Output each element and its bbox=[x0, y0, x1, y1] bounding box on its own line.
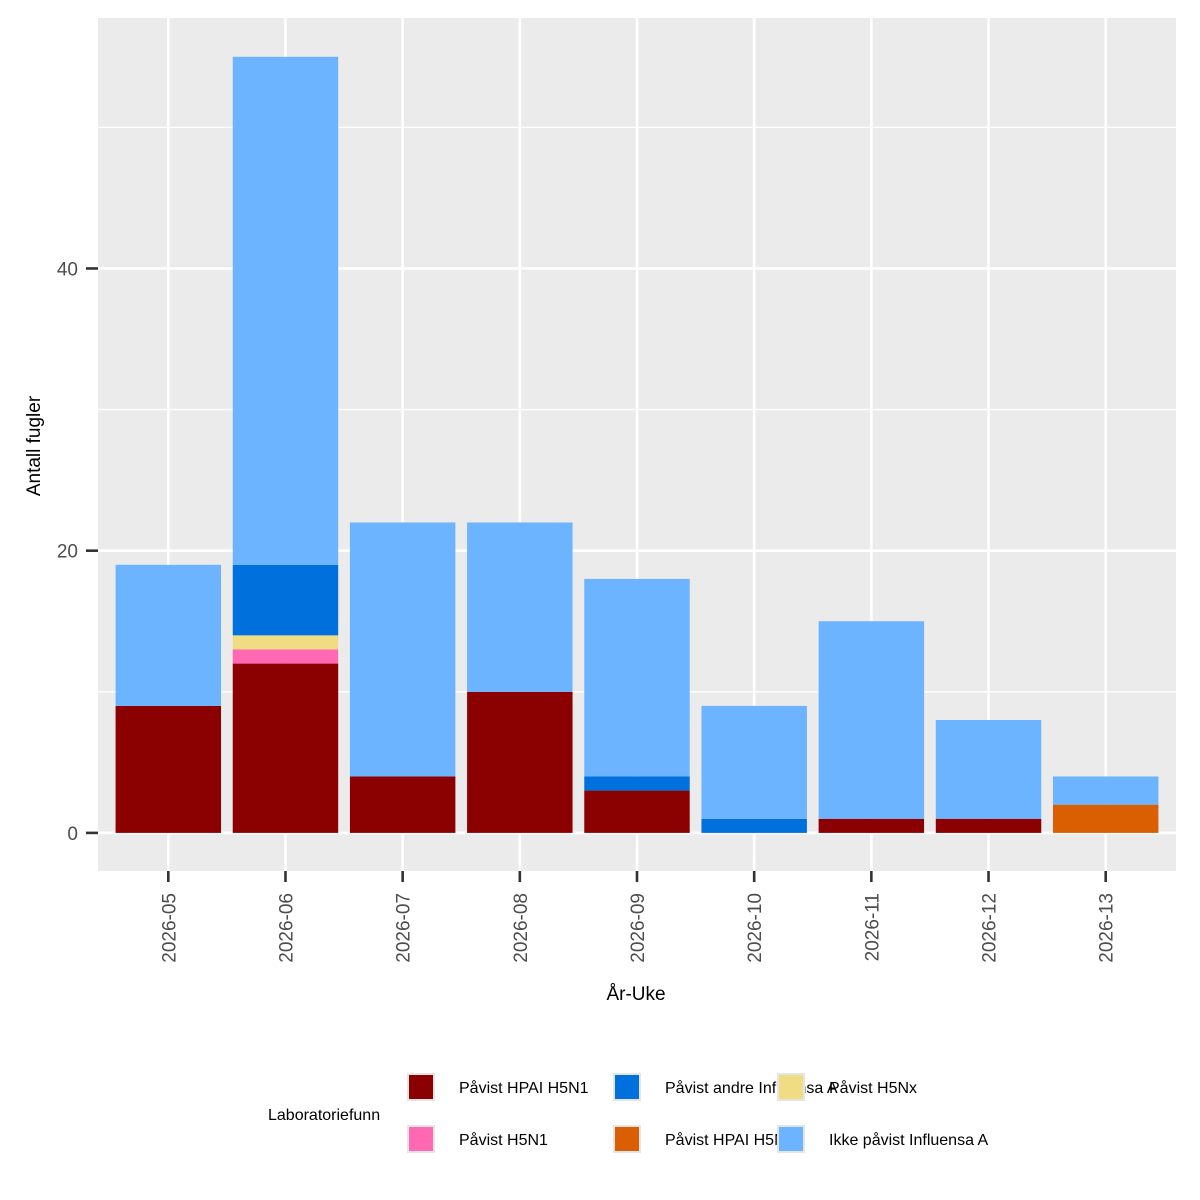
x-tick-label: 2026-12 bbox=[980, 893, 1001, 963]
x-tick-label: 2026-11 bbox=[862, 893, 883, 961]
legend-label: Påvist H5N1 bbox=[459, 1131, 548, 1149]
legend-key bbox=[777, 1073, 805, 1101]
legend-key bbox=[407, 1125, 435, 1153]
bar-segment bbox=[467, 691, 573, 833]
bar-segment bbox=[584, 776, 690, 791]
bar-segment bbox=[701, 705, 807, 819]
legend-label: Påvist HPAI H5Nx bbox=[665, 1131, 794, 1149]
bar-segment bbox=[115, 564, 222, 706]
legend-label: Påvist HPAI H5N1 bbox=[459, 1079, 589, 1097]
x-tick-label: 2026-10 bbox=[745, 893, 766, 963]
y-axis-title: Antall fugler bbox=[24, 395, 45, 496]
bar-segment bbox=[467, 522, 573, 692]
legend-label: Ikke påvist Influensa A bbox=[829, 1131, 989, 1149]
bar-segment bbox=[935, 818, 1042, 833]
bar-segment bbox=[1052, 804, 1159, 833]
legend-title: Laboratoriefunn bbox=[268, 1107, 380, 1124]
legend-key bbox=[777, 1125, 805, 1153]
bar-segment bbox=[232, 564, 339, 636]
bar-segment bbox=[232, 56, 339, 565]
legend-key bbox=[613, 1125, 641, 1153]
y-axis: 0 20 40 bbox=[57, 259, 98, 845]
bar-segment bbox=[935, 720, 1042, 819]
bar-segment bbox=[584, 790, 690, 833]
bar-segment bbox=[232, 663, 339, 833]
x-tick-label: 2026-06 bbox=[276, 893, 297, 963]
bar-segment bbox=[584, 578, 690, 777]
bar-segment bbox=[232, 649, 339, 664]
bar-segment bbox=[701, 818, 807, 833]
bar-segment bbox=[232, 635, 339, 650]
y-tick-label: 20 bbox=[57, 542, 78, 563]
x-axis-title: År-Uke bbox=[606, 984, 665, 1005]
bar-segment bbox=[349, 776, 456, 833]
bar-segment bbox=[818, 818, 925, 833]
legend-label: Påvist andre Influensa A bbox=[665, 1079, 838, 1097]
x-tick-label: 2026-05 bbox=[159, 893, 180, 963]
y-tick-label: 40 bbox=[57, 259, 78, 280]
y-tick-label: 0 bbox=[67, 824, 78, 845]
x-tick-label: 2026-13 bbox=[1097, 893, 1118, 963]
bar-segment bbox=[115, 705, 222, 833]
legend-label: Påvist H5Nx bbox=[829, 1079, 917, 1097]
x-tick-label: 2026-09 bbox=[628, 893, 649, 963]
legend-key bbox=[407, 1073, 435, 1101]
bar-segment bbox=[349, 522, 456, 777]
x-tick-label: 2026-07 bbox=[394, 893, 415, 963]
bars bbox=[115, 56, 1159, 833]
legend-key bbox=[613, 1073, 641, 1101]
x-axis: 2026-05 2026-06 2026-07 2026-08 2026-09 2026-… bbox=[159, 871, 1118, 963]
legend: Laboratoriefunn Påvist HPAI H5N1 Påvist H… bbox=[268, 1073, 989, 1153]
bar-segment bbox=[1052, 776, 1159, 805]
x-tick-label: 2026-08 bbox=[511, 893, 532, 963]
bar-segment bbox=[818, 621, 925, 819]
